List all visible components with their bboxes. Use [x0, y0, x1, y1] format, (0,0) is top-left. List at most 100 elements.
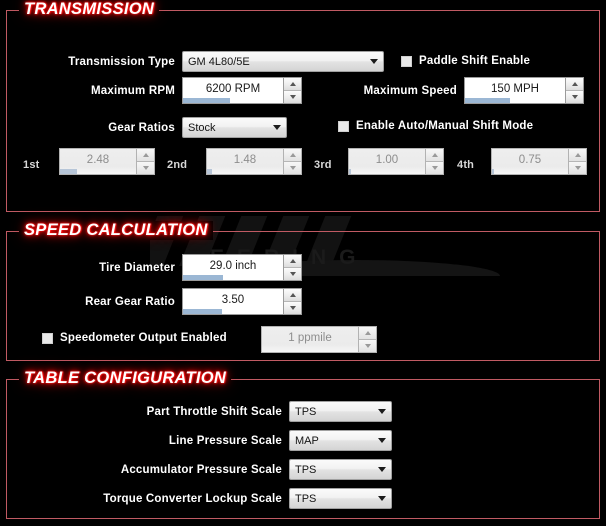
gear-2nd-spinner[interactable]: 1.48 [206, 148, 302, 175]
gear-4th-field[interactable]: 0.75 [491, 148, 568, 175]
ppmile-value: 1 ppmile [288, 331, 332, 344]
gear-2nd-stepper[interactable] [283, 148, 302, 175]
spinner-up-icon[interactable] [566, 78, 583, 91]
label-gear-ratios: Gear Ratios [108, 122, 175, 134]
gear-4th-value: 0.75 [518, 153, 542, 166]
maximum-rpm-stepper[interactable] [283, 77, 302, 104]
maximum-rpm-spinner[interactable]: 6200 RPM [182, 77, 302, 104]
label-maximum-rpm: Maximum RPM [91, 85, 175, 97]
tire-diameter-spinner[interactable]: 29.0 inch [182, 254, 302, 281]
checkbox-box-icon [338, 120, 349, 132]
accumulator-pressure-scale-dropdown[interactable]: TPS [289, 459, 392, 480]
tire-diameter-progress [183, 275, 223, 280]
rear-gear-ratio-spinner[interactable]: 3.50 [182, 288, 302, 315]
gear-1st-field[interactable]: 2.48 [59, 148, 136, 175]
line-pressure-scale-dropdown[interactable]: MAP [289, 430, 392, 451]
checkbox-box-icon [401, 55, 412, 67]
enable-auto-manual-shift-mode-checkbox[interactable]: Enable Auto/Manual Shift Mode [338, 120, 533, 132]
speedometer-output-enabled-checkbox[interactable]: Speedometer Output Enabled [42, 332, 227, 344]
spinner-up-icon[interactable] [284, 289, 301, 302]
label-transmission-type: Transmission Type [68, 56, 175, 68]
enable-auto-manual-shift-mode-label: Enable Auto/Manual Shift Mode [356, 120, 534, 132]
label-accumulator-pressure-scale: Accumulator Pressure Scale [120, 464, 282, 476]
part-throttle-shift-scale-value: TPS [295, 405, 317, 418]
chevron-down-icon [373, 409, 391, 414]
maximum-speed-stepper[interactable] [565, 77, 584, 104]
checkbox-box-icon [42, 332, 53, 344]
rear-gear-ratio-stepper[interactable] [283, 288, 302, 315]
spinner-up-icon[interactable] [569, 149, 586, 162]
spinner-down-icon[interactable] [569, 162, 586, 174]
gear-3rd-field[interactable]: 1.00 [348, 148, 425, 175]
label-gear-2nd: 2nd [167, 159, 188, 171]
spinner-down-icon[interactable] [284, 91, 301, 103]
gear-2nd-field[interactable]: 1.48 [206, 148, 283, 175]
spinner-up-icon[interactable] [359, 327, 376, 340]
spinner-down-icon[interactable] [359, 340, 376, 352]
spinner-down-icon[interactable] [566, 91, 583, 103]
tire-diameter-stepper[interactable] [283, 254, 302, 281]
spinner-up-icon[interactable] [284, 255, 301, 268]
transmission-type-dropdown[interactable]: GM 4L80/5E [182, 51, 384, 72]
section-title-table-configuration: TABLE CONFIGURATION [19, 369, 232, 388]
gear-1st-progress [60, 169, 77, 174]
spinner-up-icon[interactable] [284, 149, 301, 162]
paddle-shift-enable-checkbox[interactable]: Paddle Shift Enable [401, 55, 530, 67]
label-torque-converter-lockup-scale: Torque Converter Lockup Scale [103, 493, 282, 505]
speedometer-output-enabled-label: Speedometer Output Enabled [60, 332, 227, 344]
ppmile-spinner[interactable]: 1 ppmile [261, 326, 377, 353]
label-gear-1st: 1st [23, 159, 40, 171]
chevron-down-icon [365, 59, 383, 64]
transmission-type-value: GM 4L80/5E [188, 55, 250, 68]
spinner-up-icon[interactable] [284, 78, 301, 91]
section-transmission: TRANSMISSION Transmission Type GM 4L80/5… [6, 0, 600, 212]
spinner-up-icon[interactable] [426, 149, 443, 162]
torque-converter-lockup-scale-value: TPS [295, 492, 317, 505]
accumulator-pressure-scale-value: TPS [295, 463, 317, 476]
section-speed-calculation: SPEED CALCULATION Tire Diameter 29.0 inc… [6, 221, 600, 361]
gear-3rd-progress [349, 169, 352, 174]
part-throttle-shift-scale-dropdown[interactable]: TPS [289, 401, 392, 422]
chevron-down-icon [373, 467, 391, 472]
rear-gear-ratio-field[interactable]: 3.50 [182, 288, 283, 315]
gear-3rd-value: 1.00 [375, 153, 399, 166]
rear-gear-ratio-progress [183, 309, 222, 314]
spinner-down-icon[interactable] [284, 162, 301, 174]
label-gear-3rd: 3rd [314, 159, 332, 171]
gear-1st-spinner[interactable]: 2.48 [59, 148, 155, 175]
rear-gear-ratio-value: 3.50 [221, 293, 245, 306]
tire-diameter-value: 29.0 inch [209, 259, 257, 272]
ppmile-stepper[interactable] [358, 326, 377, 353]
tire-diameter-field[interactable]: 29.0 inch [182, 254, 283, 281]
gear-ratios-dropdown[interactable]: Stock [182, 117, 287, 138]
maximum-speed-spinner[interactable]: 150 MPH [464, 77, 584, 104]
gear-2nd-value: 1.48 [233, 153, 257, 166]
chevron-down-icon [373, 496, 391, 501]
line-pressure-scale-value: MAP [295, 434, 319, 447]
maximum-rpm-progress [183, 98, 230, 103]
label-tire-diameter: Tire Diameter [99, 262, 175, 274]
maximum-speed-progress [465, 98, 510, 103]
chevron-down-icon [268, 125, 286, 130]
spinner-up-icon[interactable] [137, 149, 154, 162]
torque-converter-lockup-scale-dropdown[interactable]: TPS [289, 488, 392, 509]
label-gear-4th: 4th [457, 159, 475, 171]
spinner-down-icon[interactable] [284, 302, 301, 314]
gear-4th-progress [492, 169, 494, 174]
spinner-down-icon[interactable] [137, 162, 154, 174]
gear-4th-stepper[interactable] [568, 148, 587, 175]
ppmile-field[interactable]: 1 ppmile [261, 326, 358, 353]
gear-4th-spinner[interactable]: 0.75 [491, 148, 587, 175]
gear-1st-stepper[interactable] [136, 148, 155, 175]
gear-3rd-spinner[interactable]: 1.00 [348, 148, 444, 175]
maximum-speed-value: 150 MPH [491, 82, 539, 95]
gear-3rd-stepper[interactable] [425, 148, 444, 175]
maximum-speed-field[interactable]: 150 MPH [464, 77, 565, 104]
gear-2nd-progress [207, 169, 212, 174]
maximum-rpm-field[interactable]: 6200 RPM [182, 77, 283, 104]
spinner-down-icon[interactable] [284, 268, 301, 280]
paddle-shift-enable-label: Paddle Shift Enable [419, 55, 531, 67]
spinner-down-icon[interactable] [426, 162, 443, 174]
label-rear-gear-ratio: Rear Gear Ratio [85, 296, 175, 308]
